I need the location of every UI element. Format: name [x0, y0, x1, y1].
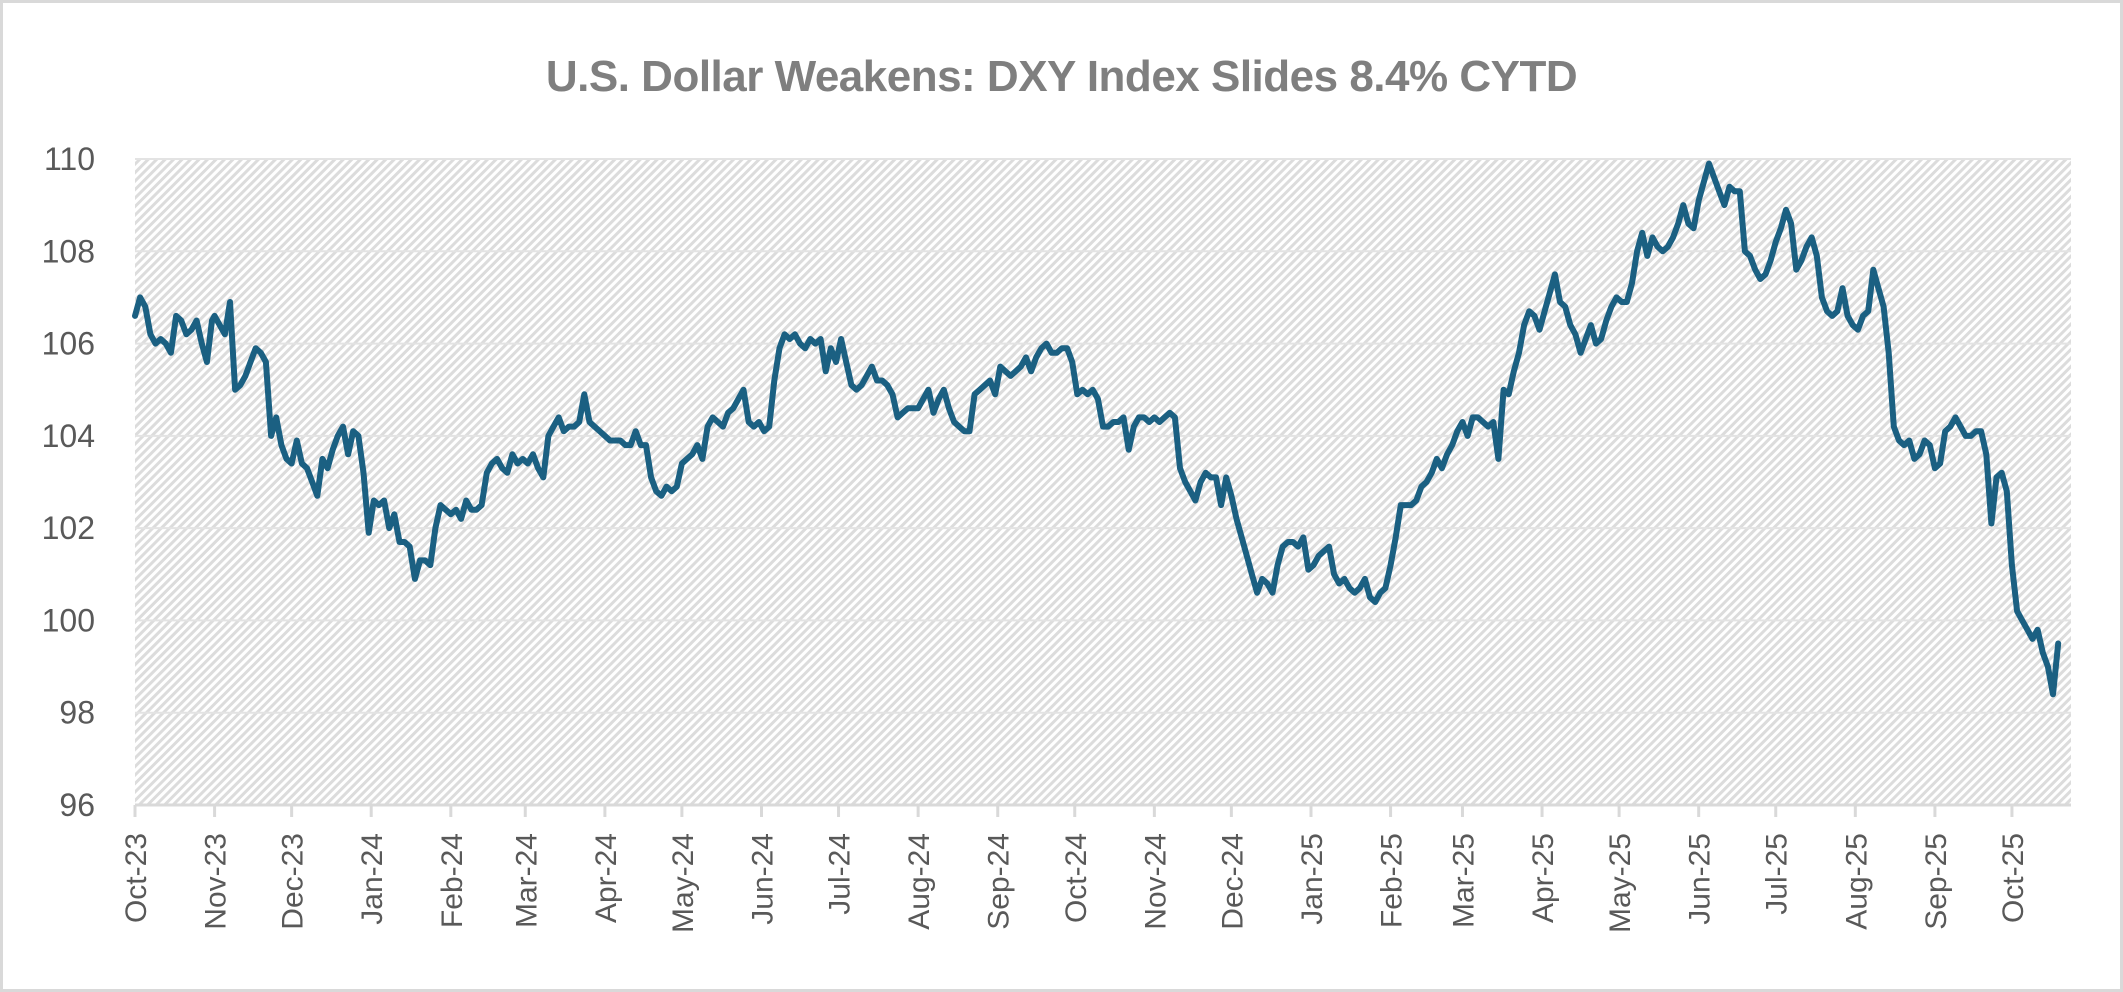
x-tick-label: May-25 — [1604, 833, 1637, 933]
x-tick-label: Sep-25 — [1920, 833, 1953, 930]
x-tick-label: Aug-25 — [1840, 833, 1873, 930]
x-tick-label: Oct-25 — [1997, 833, 2030, 923]
x-tick-label: Dec-23 — [277, 833, 310, 930]
x-tick-label: Jun-25 — [1684, 833, 1717, 925]
series-line-dxy — [132, 160, 2062, 698]
y-axis-tick-labels: 96 98 100 102 104 106 108 110 — [42, 141, 95, 823]
x-tick-label: May-24 — [667, 833, 700, 933]
y-tick-label: 106 — [42, 326, 95, 362]
y-tick-label: 96 — [59, 787, 95, 823]
x-tick-label: Jan-25 — [1296, 833, 1329, 925]
x-tick-label: Jul-25 — [1761, 833, 1794, 915]
x-tick-label: Feb-25 — [1376, 833, 1409, 928]
y-tick-label: 110 — [44, 141, 95, 177]
y-tick-label: 100 — [42, 602, 95, 638]
x-tick-label: Aug-24 — [903, 833, 936, 930]
x-tick-label: Jul-24 — [824, 833, 857, 915]
x-tick-label: Sep-24 — [983, 833, 1016, 930]
x-tick-label: Jan-24 — [356, 833, 389, 925]
x-tick-label: Mar-25 — [1447, 833, 1480, 928]
plot-area-background — [135, 159, 2071, 805]
x-tick-label: Oct-24 — [1060, 833, 1093, 923]
y-tick-label: 108 — [42, 233, 95, 269]
x-tick-label: Jun-24 — [747, 833, 780, 925]
x-tick-label: Feb-24 — [436, 833, 469, 928]
x-tick-label: Mar-24 — [510, 833, 543, 928]
x-axis-ticks: Oct-23 Nov-23 Dec-23 Jan-24 Feb-24 Mar-24 Apr-… — [120, 805, 2030, 933]
x-tick-label: Nov-23 — [200, 833, 233, 930]
x-tick-label: Dec-24 — [1216, 833, 1249, 930]
y-tick-label: 98 — [59, 695, 95, 731]
x-tick-label: Oct-23 — [120, 833, 153, 923]
y-tick-label: 104 — [42, 418, 95, 454]
x-tick-label: Nov-24 — [1139, 833, 1172, 930]
y-tick-label: 102 — [42, 510, 95, 546]
x-tick-label: Apr-24 — [590, 833, 623, 923]
x-tick-label: Apr-25 — [1527, 833, 1560, 923]
chart-title: U.S. Dollar Weakens: DXY Index Slides 8.… — [545, 52, 1578, 101]
